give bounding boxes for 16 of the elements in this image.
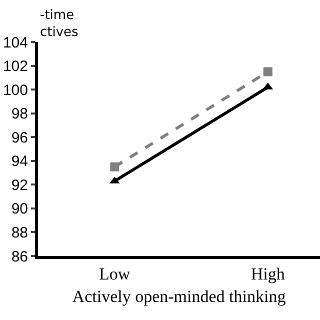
point	[110, 162, 120, 172]
x-tick-label: Low	[99, 264, 131, 284]
y-tick-label: 98	[11, 106, 28, 123]
y-tick-label: 102	[2, 58, 28, 76]
y-tick-label: 96	[11, 129, 28, 146]
y-axis-title: -time ctives	[40, 8, 79, 40]
y-tick-label: 104	[2, 34, 28, 52]
x-tick-label: High	[250, 264, 286, 284]
y-tick-label: 88	[11, 224, 28, 242]
y-tick-label: 86	[11, 248, 28, 266]
y-tick-label: 90	[11, 200, 28, 218]
y-tick-label: 92	[11, 176, 28, 194]
x-axis-title: Actively open-minded thinking	[72, 286, 286, 306]
point	[263, 67, 272, 76]
y-tick-label: 94	[11, 153, 28, 170]
y-tick-label: 100	[2, 82, 28, 99]
